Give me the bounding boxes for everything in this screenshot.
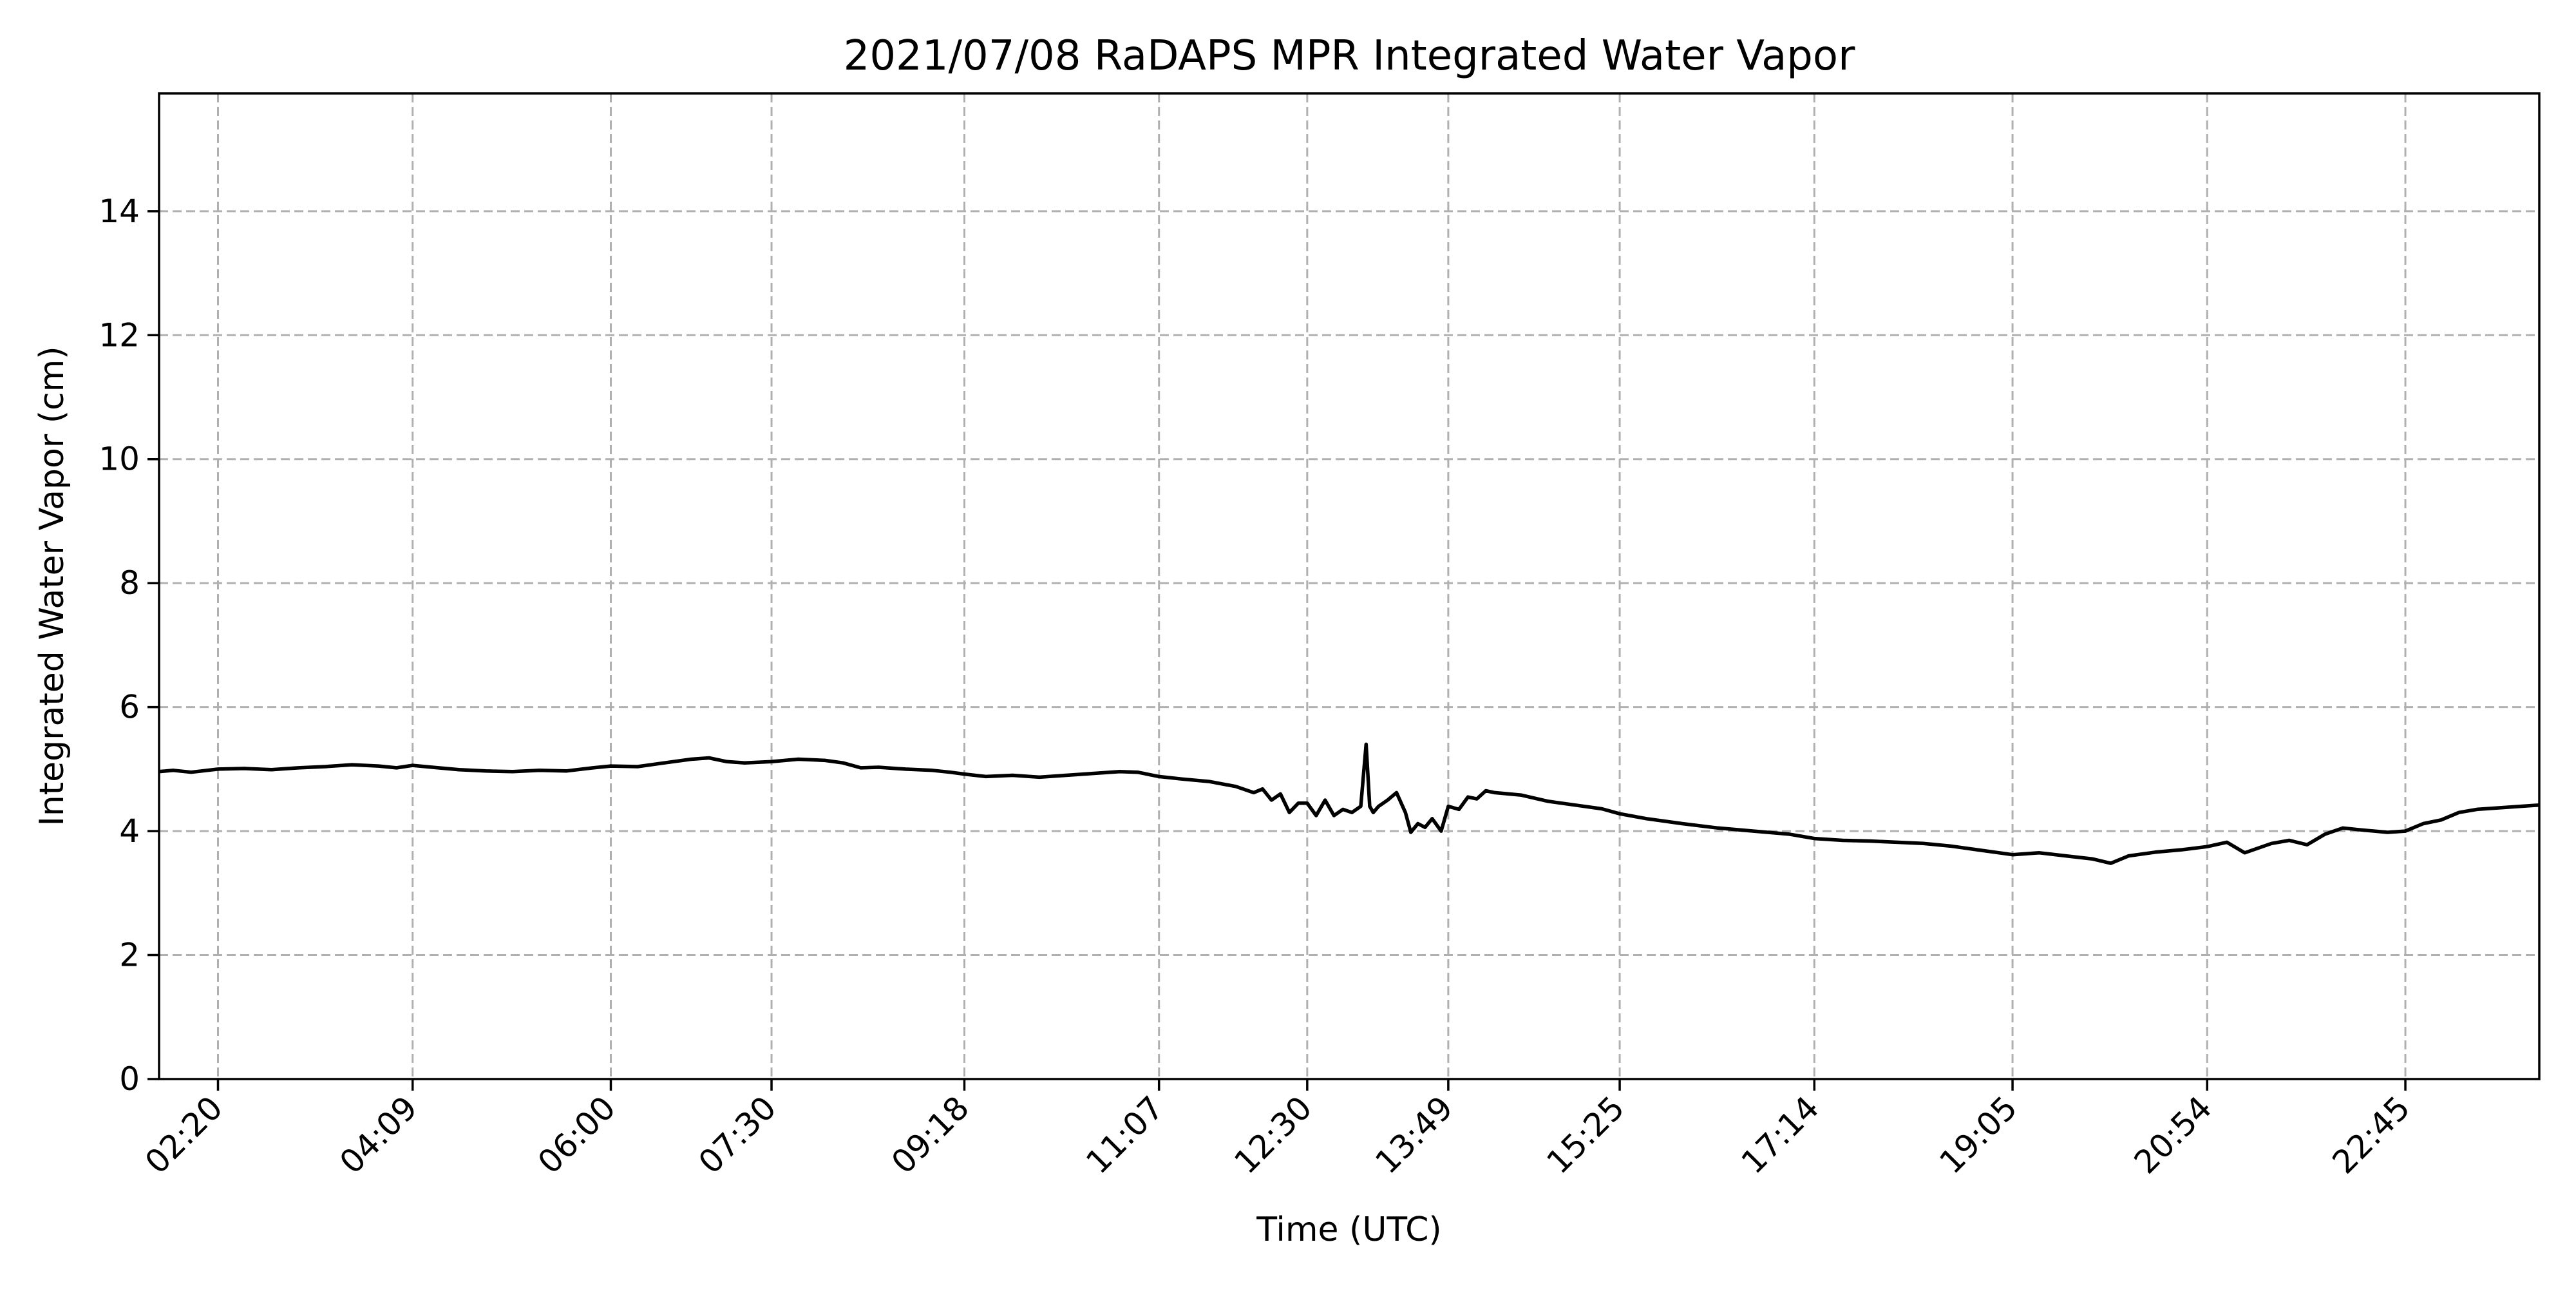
x-tick-label: 07:30 (692, 1089, 784, 1181)
x-tick-label: 17:14 (1734, 1089, 1826, 1181)
x-tick-label: 02:20 (138, 1089, 230, 1181)
x-tick-label: 09:18 (884, 1089, 976, 1181)
y-tick-label: 0 (119, 1060, 140, 1098)
y-tick-label: 2 (119, 937, 140, 974)
x-tick-label: 22:45 (2325, 1089, 2418, 1181)
x-tick-label: 13:49 (1368, 1089, 1460, 1181)
chart-title: 2021/07/08 RaDAPS MPR Integrated Water V… (844, 32, 1855, 80)
series-group (158, 742, 2540, 865)
x-tick-label: 19:05 (1933, 1089, 2025, 1181)
series-line (158, 742, 2540, 865)
y-tick-label: 8 (119, 564, 140, 602)
y-tick-label: 12 (99, 316, 140, 354)
x-tick-label: 12:30 (1227, 1089, 1319, 1181)
y-tick-label: 4 (119, 812, 140, 850)
y-tick-label: 14 (99, 193, 140, 230)
x-tick-label: 06:00 (531, 1089, 623, 1181)
y-axis: 0 2 4 6 8 10 12 14 (99, 193, 159, 1098)
plot-frame (158, 92, 2541, 1080)
x-axis-label: Time (UTC) (1256, 1210, 1441, 1249)
y-axis-label: Integrated Water Vapor (cm) (33, 346, 71, 826)
x-axis: 02:20 04:09 06:00 07:30 09:18 11:07 12:30 13:49… (138, 1079, 2418, 1181)
y-tick-label: 6 (119, 689, 140, 726)
y-tick-label: 10 (99, 441, 140, 478)
x-tick-label: 04:09 (332, 1089, 424, 1181)
x-tick-label: 15:25 (1540, 1089, 1632, 1181)
x-tick-label: 11:07 (1079, 1089, 1171, 1181)
grid-lines (159, 93, 2539, 1079)
x-tick-label: 20:54 (2127, 1089, 2219, 1181)
